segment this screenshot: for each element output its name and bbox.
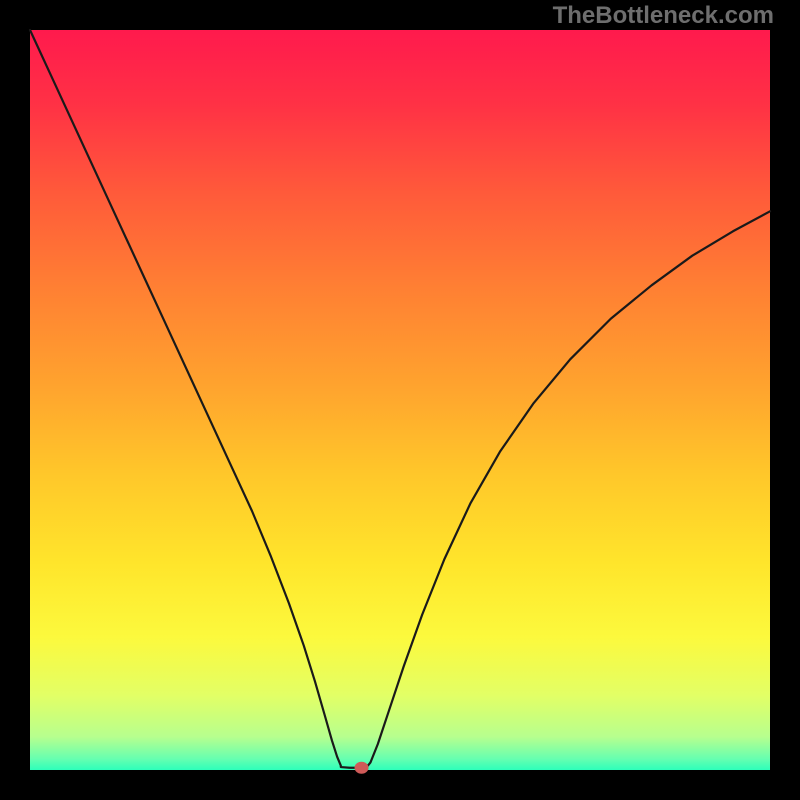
curve-overlay xyxy=(0,0,800,800)
valley-marker xyxy=(355,762,369,774)
chart-frame: TheBottleneck.com xyxy=(0,0,800,800)
bottleneck-curve xyxy=(30,30,770,768)
watermark-text: TheBottleneck.com xyxy=(553,2,774,30)
